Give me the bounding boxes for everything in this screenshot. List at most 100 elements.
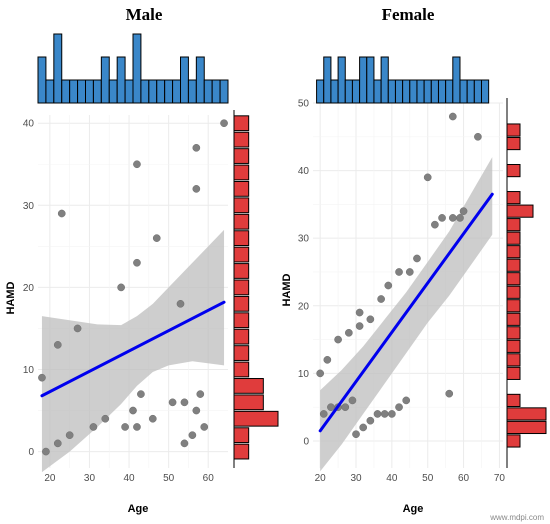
female-data-point (423, 173, 432, 182)
male-top-hist-bar (85, 79, 94, 104)
male-x-tick-label: 60 (203, 473, 215, 484)
female-data-point (377, 295, 385, 303)
male-top-hist-bar (69, 79, 79, 104)
male-top-hist-bar (77, 79, 87, 104)
female-side-histogram (506, 98, 547, 468)
male-data-point (57, 209, 66, 218)
male-top-hist-bar (180, 56, 189, 104)
female-x-tick-label: 30 (350, 473, 362, 484)
male-side-hist-bar (233, 164, 250, 181)
female-side-hist-bar (506, 366, 521, 380)
male-top-hist-bar (164, 79, 174, 104)
male-top-hist-bar (108, 79, 118, 104)
female-top-hist-bar (394, 79, 404, 104)
female-data-point (348, 396, 357, 405)
male-data-point (65, 431, 74, 440)
female-top-hist-bar (380, 56, 389, 104)
female-title: Female (382, 5, 435, 24)
male-side-hist-bar (233, 312, 250, 329)
female-data-point (384, 281, 393, 290)
female-side-hist-bar (506, 312, 521, 326)
male-top-histogram (37, 33, 229, 104)
female-side-hist-bar (506, 407, 547, 421)
female-data-point (316, 369, 325, 378)
female-y-tick-label: 50 (298, 99, 310, 110)
male-data-point (73, 324, 82, 333)
female-side-hist-bar (506, 191, 521, 205)
female-top-hist-bar (373, 79, 382, 104)
female-data-point (323, 356, 332, 364)
male-side-hist-bar (233, 427, 250, 444)
female-data-point (355, 308, 364, 317)
male-x-tick-label: 40 (123, 473, 135, 484)
female-top-hist-bar (480, 79, 490, 104)
female-top-hist-bar (445, 79, 454, 104)
male-x-tick-label: 50 (163, 473, 175, 484)
female-x-tick-label: 20 (315, 473, 327, 484)
male-top-hist-bar (124, 79, 134, 104)
male-data-point (188, 431, 197, 440)
male-data-point (192, 185, 201, 193)
female-side-hist-bar (506, 123, 521, 137)
female-regression-line (318, 192, 494, 433)
female-top-hist-bar (387, 79, 396, 104)
male-top-hist-bar (172, 79, 181, 104)
male-data-point (133, 258, 141, 267)
male-side-hist-bar (233, 361, 250, 378)
male-data-point (192, 406, 201, 415)
male-top-hist-bar (156, 79, 166, 104)
female-top-hist-bar (323, 56, 332, 104)
male-top-hist-bar (203, 79, 213, 104)
female-x-tick-label: 50 (422, 473, 434, 484)
female-data-point (456, 214, 464, 222)
male-data-point (53, 439, 62, 448)
male-side-hist-bar (233, 443, 250, 460)
panel-female: Female Age HAMD 20 30 40 50 60 70 0 10 20 30 40 50 (281, 5, 547, 515)
male-side-hist-bar (233, 279, 250, 296)
male-data-point (38, 373, 46, 382)
male-side-hist-bar (233, 148, 250, 164)
female-data-point (366, 315, 375, 324)
female-side-hist-bar (506, 136, 521, 151)
female-top-hist-bar (316, 79, 325, 104)
female-data-point (438, 214, 446, 222)
male-side-hist-bar (233, 115, 250, 132)
female-data-point (341, 403, 350, 412)
female-side-hist-bar (506, 420, 547, 435)
female-data-point (474, 132, 482, 141)
female-side-hist-bar (506, 258, 521, 272)
male-top-hist-bar (187, 79, 197, 104)
male-top-hist-bar (53, 33, 63, 104)
male-top-hist-bar (148, 79, 158, 104)
male-x-tick-label: 30 (84, 473, 96, 484)
female-top-hist-bar (351, 79, 361, 104)
female-y-tick-label: 0 (303, 436, 309, 447)
female-side-hist-bar (506, 434, 521, 448)
female-data-point (395, 403, 403, 412)
male-top-hist-bar (61, 79, 71, 104)
male-side-hist-bar (233, 131, 250, 148)
male-data-point (89, 423, 98, 431)
male-regression-line (40, 300, 226, 398)
female-y-tick-label: 20 (298, 301, 310, 312)
male-data-point (176, 299, 185, 308)
male-side-hist-bar (233, 345, 250, 361)
male-side-hist-bar (233, 295, 250, 312)
female-top-hist-bar (409, 79, 418, 104)
male-data-point (180, 439, 189, 448)
female-points (316, 112, 482, 439)
male-side-histogram (233, 110, 279, 468)
female-x-tick-label: 60 (458, 473, 470, 484)
female-data-point (334, 335, 342, 344)
male-data-point (192, 143, 201, 152)
female-data-point (448, 214, 457, 222)
male-x-axis-label: Age (128, 503, 149, 515)
male-side-hist-bar (233, 230, 250, 247)
male-top-hist-bar (140, 79, 150, 104)
male-data-point (137, 390, 145, 398)
female-data-point (359, 423, 368, 432)
male-top-hist-bar (45, 79, 55, 104)
male-side-hist-bar (233, 410, 279, 427)
male-data-point (152, 234, 161, 242)
